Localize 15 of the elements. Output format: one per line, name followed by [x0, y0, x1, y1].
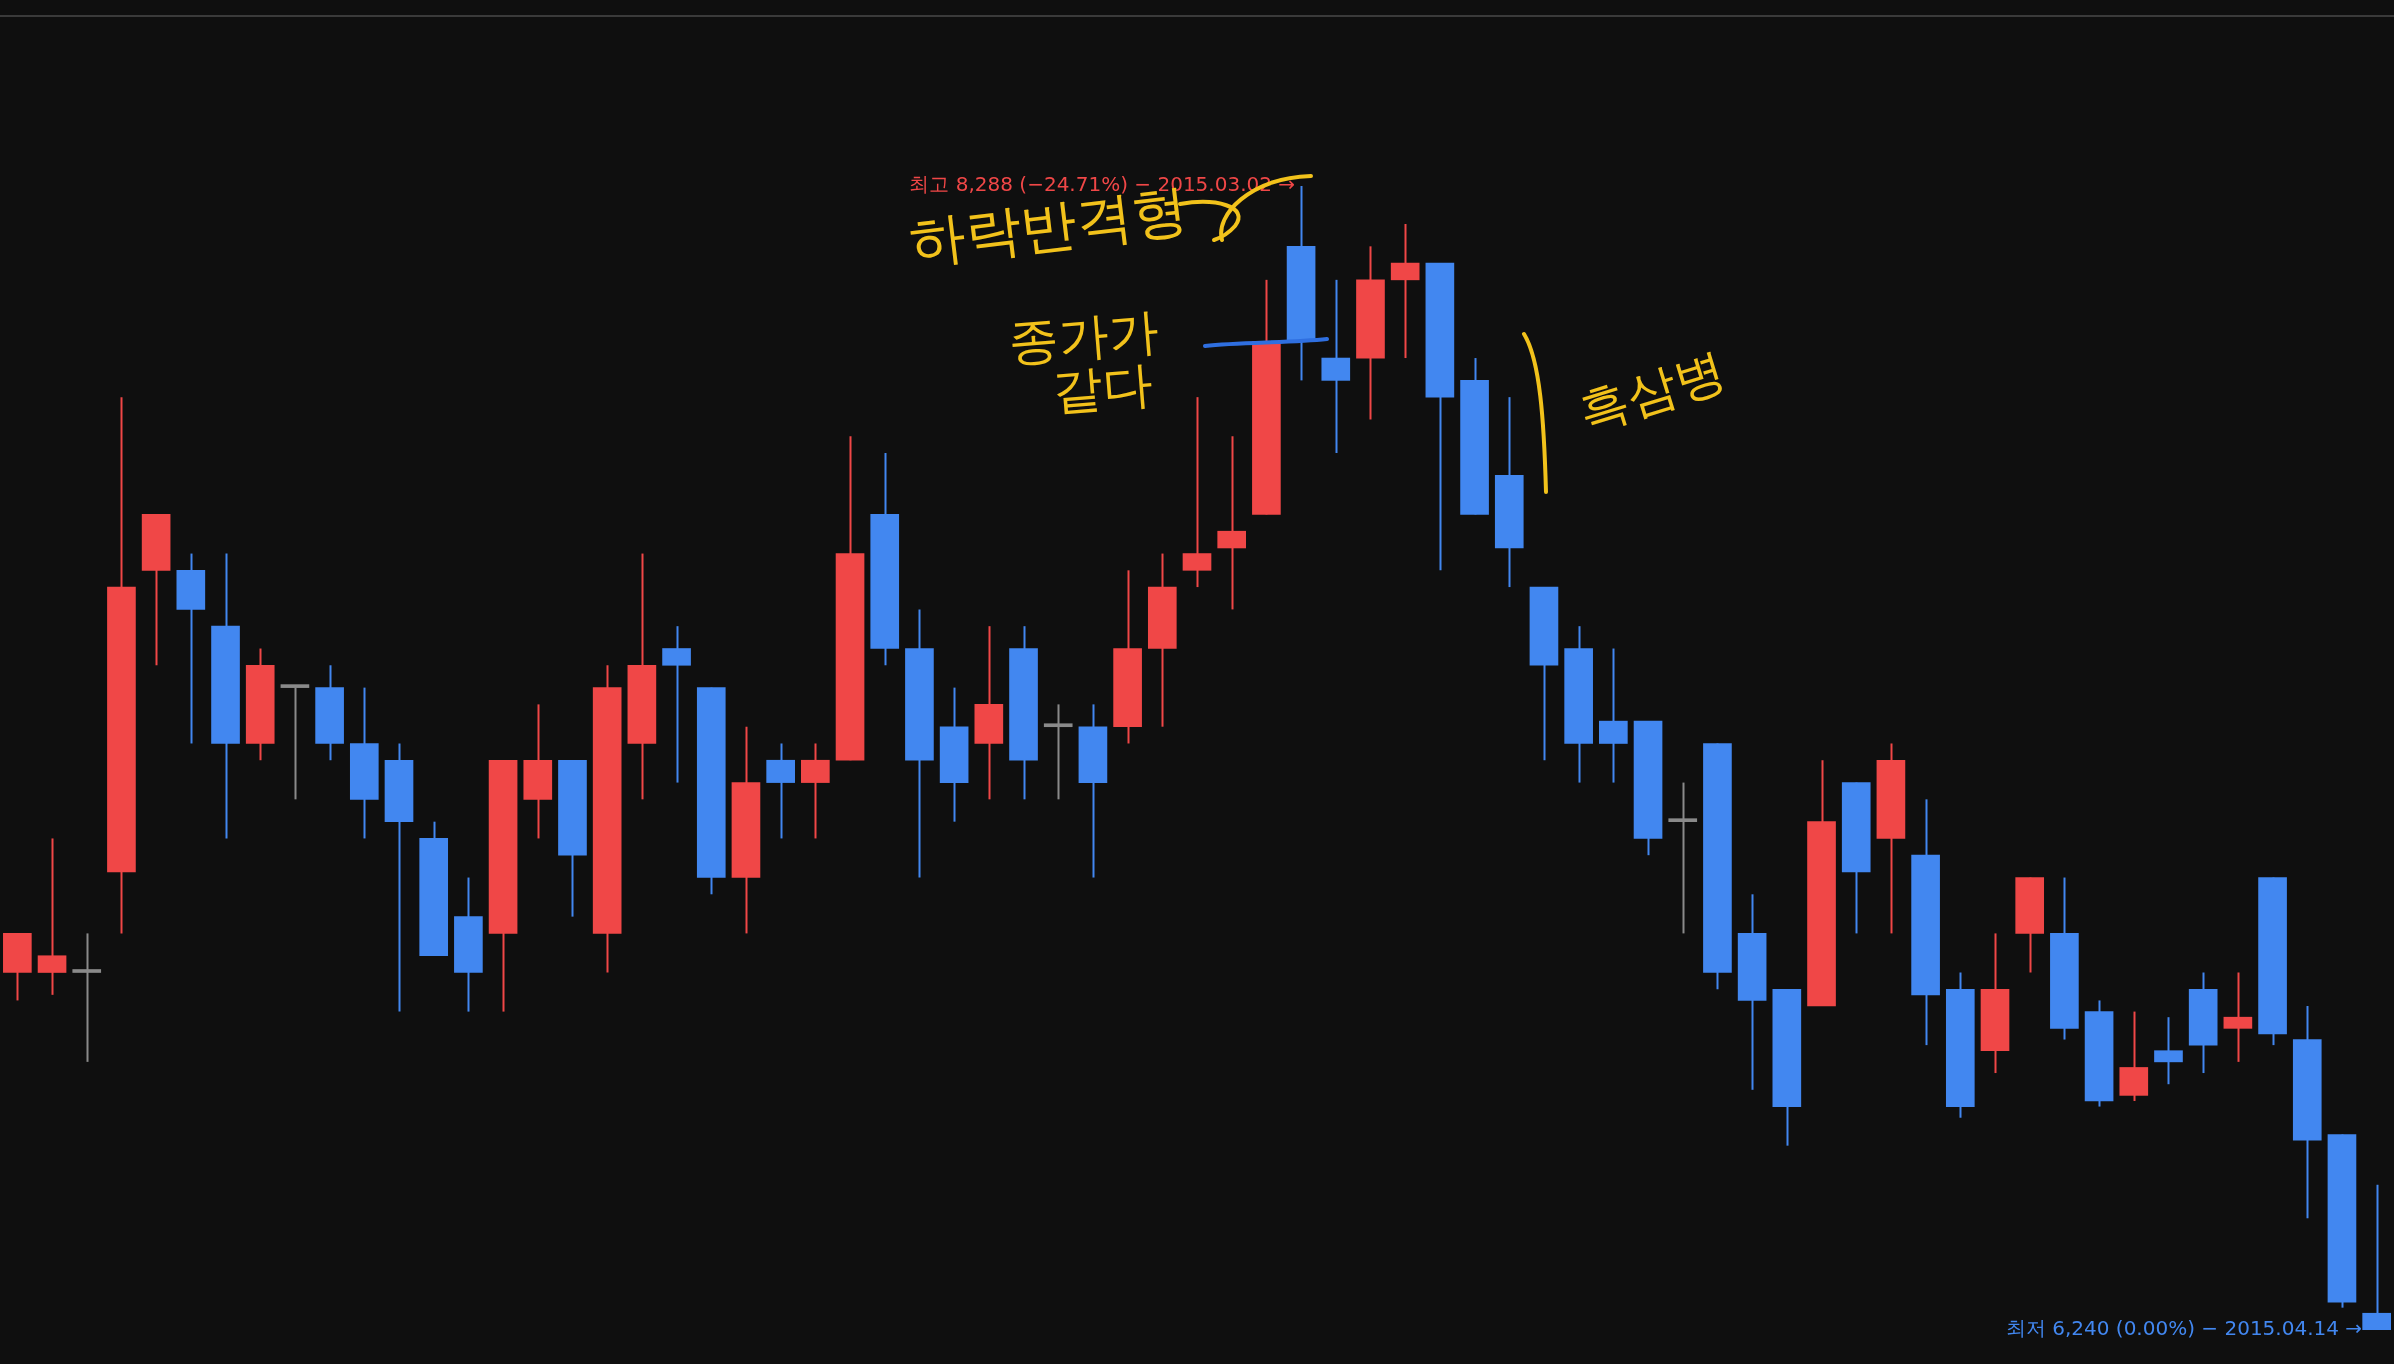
annotation: 흑삼병 — [1571, 341, 1732, 442]
candlestick — [72, 932, 102, 1063]
candlestick — [2362, 1183, 2391, 1331]
candlestick — [1390, 222, 1420, 360]
annotation: 최저 6,240 (0.00%) − 2015.04.14 → — [2005, 1316, 2363, 1341]
candlestick — [1321, 278, 1351, 455]
candlestick — [2223, 971, 2253, 1063]
annotation: 종가가 같다 — [1006, 302, 1161, 422]
candlestick — [1043, 703, 1073, 801]
candlestick — [662, 625, 691, 784]
candlestick — [1217, 435, 1247, 611]
candlestick — [1668, 781, 1698, 935]
candlestick — [2154, 1016, 2183, 1086]
candlestick — [1182, 396, 1212, 589]
candlestick — [37, 837, 67, 996]
